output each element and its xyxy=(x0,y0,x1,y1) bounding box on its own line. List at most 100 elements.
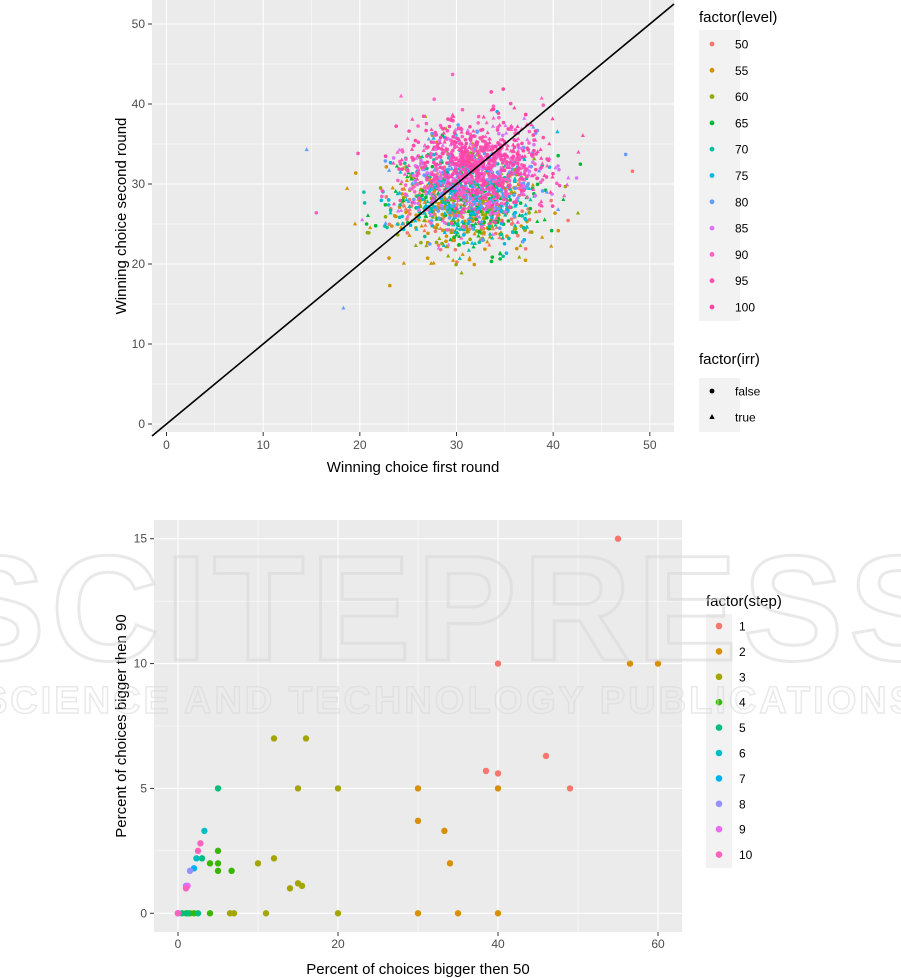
chart-1: 0 10 20 30 40 50 0 10 20 30 40 50 Winning choice fi… xyxy=(113,0,777,476)
chart-1-point xyxy=(507,236,511,241)
chart-1-point xyxy=(460,252,465,256)
chart-1-point xyxy=(527,211,531,215)
chart-1-legend-key xyxy=(709,252,715,257)
chart-1-point xyxy=(518,183,524,187)
chart-1-point xyxy=(398,203,402,207)
chart-1-point xyxy=(405,174,410,179)
chart-1-point xyxy=(387,256,391,260)
chart-1-point xyxy=(463,181,468,185)
chart-1-point xyxy=(474,217,479,222)
chart-1-point xyxy=(471,244,476,249)
chart-1-point xyxy=(513,210,518,215)
chart-2-legend-label: 4 xyxy=(739,696,746,710)
chart-2-legend-label: 6 xyxy=(739,747,746,761)
chart-1-point xyxy=(461,233,466,237)
chart-1-point xyxy=(512,227,517,231)
chart-1-point xyxy=(481,165,486,169)
chart-1-point xyxy=(437,161,442,165)
chart-1-point xyxy=(438,158,443,162)
chart-1-x-axis-title: Winning choice first round xyxy=(327,459,500,476)
chart-1-point xyxy=(487,231,493,236)
chart-1-point xyxy=(557,183,562,188)
chart-1-point xyxy=(453,195,458,200)
chart-1-point xyxy=(487,242,492,247)
chart-1-point xyxy=(494,181,498,186)
chart-1-point xyxy=(365,230,370,235)
chart-1-point xyxy=(549,198,553,203)
chart-1-point xyxy=(509,169,514,174)
chart-1-point xyxy=(466,155,471,159)
chart-1-point xyxy=(542,173,547,178)
chart-1-point xyxy=(425,199,430,204)
chart-1-point xyxy=(433,229,438,234)
chart-1-point xyxy=(441,127,445,131)
chart-1-point xyxy=(532,172,537,177)
chart-1-point xyxy=(531,187,536,191)
chart-1-point xyxy=(474,167,480,172)
chart-1-point xyxy=(537,168,542,173)
chart-1-x-tick-label: 20 xyxy=(353,438,367,452)
chart-1-point xyxy=(511,142,516,147)
chart-1-point xyxy=(553,165,558,170)
chart-1-point xyxy=(467,220,471,224)
chart-2-point xyxy=(270,735,278,742)
chart-1-point xyxy=(511,157,516,162)
chart-1-point xyxy=(426,145,430,149)
chart-2-point xyxy=(174,910,182,917)
chart-2-legend-key xyxy=(715,698,723,706)
chart-2-point xyxy=(566,785,574,792)
chart-1-point xyxy=(450,191,456,196)
chart-1-point xyxy=(509,172,514,176)
chart-2-point xyxy=(614,535,622,542)
chart-1-point xyxy=(498,257,502,261)
chart-1-point xyxy=(496,209,501,214)
chart-1-point xyxy=(449,221,454,226)
chart-1-point xyxy=(468,138,473,142)
chart-1-point xyxy=(515,219,520,224)
chart-2-point xyxy=(197,840,204,847)
chart-1-point xyxy=(525,194,530,199)
chart-1-point xyxy=(430,131,434,136)
chart-1-point xyxy=(353,171,358,175)
chart-1-point xyxy=(565,182,570,187)
chart-1-point xyxy=(541,103,546,107)
chart-1-point xyxy=(483,247,487,251)
chart-1-point xyxy=(491,157,497,162)
chart-1-point xyxy=(540,234,545,239)
chart-2-y-tick-label: 15 xyxy=(134,532,148,546)
chart-1-point xyxy=(457,137,462,142)
chart-1-point xyxy=(497,173,503,178)
chart-1-point xyxy=(477,195,482,200)
chart-1-point xyxy=(436,142,440,146)
chart-1-point xyxy=(434,151,439,156)
chart-1-point xyxy=(506,183,511,188)
chart-1-point xyxy=(433,212,437,217)
chart-1-point xyxy=(386,198,391,202)
chart-1-point xyxy=(390,185,395,190)
chart-1-point xyxy=(550,116,555,121)
chart-1-point xyxy=(440,228,445,233)
chart-1-point xyxy=(501,87,506,91)
chart-1-point xyxy=(436,184,441,188)
chart-1-point xyxy=(460,173,465,178)
chart-2-x-tick-label: 40 xyxy=(491,937,505,951)
chart-1-point xyxy=(487,136,492,141)
chart-1-point xyxy=(460,159,464,164)
chart-1-point xyxy=(457,147,462,152)
chart-1-point xyxy=(438,155,443,159)
chart-1-point xyxy=(384,195,389,199)
chart-1-point xyxy=(431,260,436,265)
chart-1-point xyxy=(449,116,454,120)
chart-1-point xyxy=(502,168,507,173)
chart-1-point xyxy=(472,185,477,189)
chart-1-point xyxy=(419,240,423,245)
chart-1-point xyxy=(500,235,505,240)
chart-2-legend-label: 7 xyxy=(739,772,746,786)
chart-1-point xyxy=(473,194,478,198)
chart-1-point xyxy=(481,199,486,204)
chart-1-point xyxy=(461,207,466,211)
chart-1-legend-key xyxy=(709,199,715,205)
chart-1-point xyxy=(505,192,510,196)
chart-1-x-tick-label: 40 xyxy=(546,438,560,452)
chart-1-point xyxy=(505,201,509,206)
